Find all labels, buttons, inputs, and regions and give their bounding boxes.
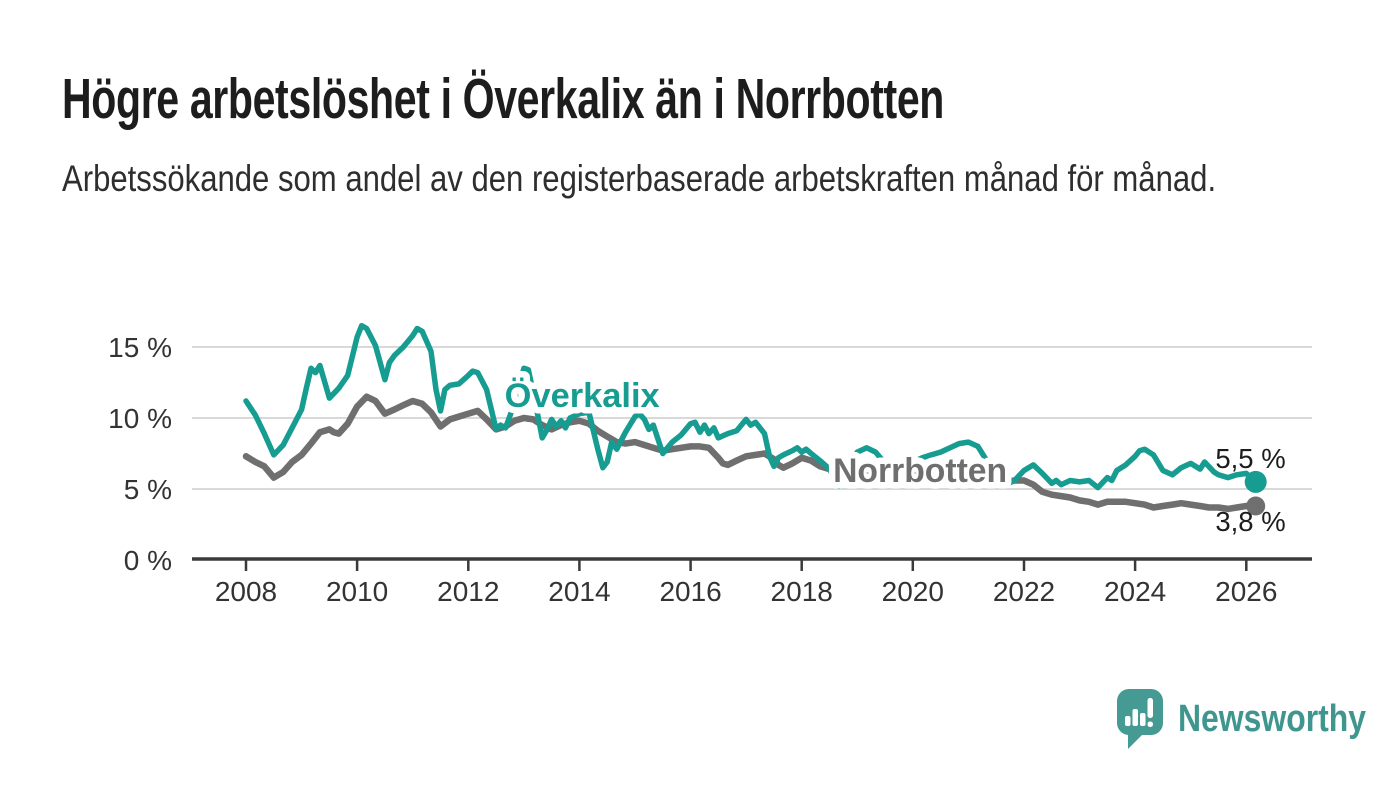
norrbotten-label: Norrbotten	[833, 452, 1007, 490]
overkalix-line	[243, 322, 1259, 491]
norrbotten-end-value: 3,8 %	[1215, 506, 1285, 537]
x-tick-label: 2024	[1104, 576, 1166, 607]
y-axis-labels: 0 % 5 % 10 % 15 %	[108, 332, 172, 576]
series-labels: Överkalix Norrbotten	[498, 371, 1013, 497]
gridlines	[192, 346, 1312, 490]
x-tick-label: 2010	[326, 576, 388, 607]
end-markers: 5,5 % 3,8 %	[1215, 443, 1285, 537]
x-tick-label: 2026	[1215, 576, 1277, 607]
overkalix-end-dot	[1244, 470, 1267, 493]
x-tick-label: 2020	[882, 576, 944, 607]
newsworthy-bubble-chart-icon	[1117, 689, 1163, 749]
page-title: Högre arbetslöshet i Överkalix än i Norr…	[62, 67, 945, 131]
x-tick-label: 2014	[548, 576, 610, 607]
x-tick-label: 2016	[659, 576, 721, 607]
norrbotten-end-dot	[1246, 496, 1266, 516]
y-tick-label: 5 %	[124, 474, 172, 505]
y-tick-label: 0 %	[124, 545, 172, 576]
newsworthy-logo: Newsworthy	[1116, 688, 1400, 750]
x-axis: 2008 2010 2012 2014 2016 2018 2020 2022 2024 2026	[192, 557, 1312, 607]
overkalix-label: Överkalix	[505, 377, 660, 415]
series-lines	[242, 322, 1259, 513]
x-tick-label: 2018	[771, 576, 833, 607]
x-tick-label: 2008	[215, 576, 277, 607]
x-tick-label: 2022	[993, 576, 1055, 607]
brand-name: Newsworthy	[1178, 697, 1367, 740]
norrbotten-line	[242, 393, 1259, 513]
y-tick-label: 10 %	[108, 403, 172, 434]
y-tick-label: 15 %	[108, 332, 172, 363]
overkalix-end-value: 5,5 %	[1215, 443, 1285, 474]
x-tick-label: 2012	[437, 576, 499, 607]
page-subtitle: Arbetssökande som andel av den registerb…	[62, 158, 1217, 199]
